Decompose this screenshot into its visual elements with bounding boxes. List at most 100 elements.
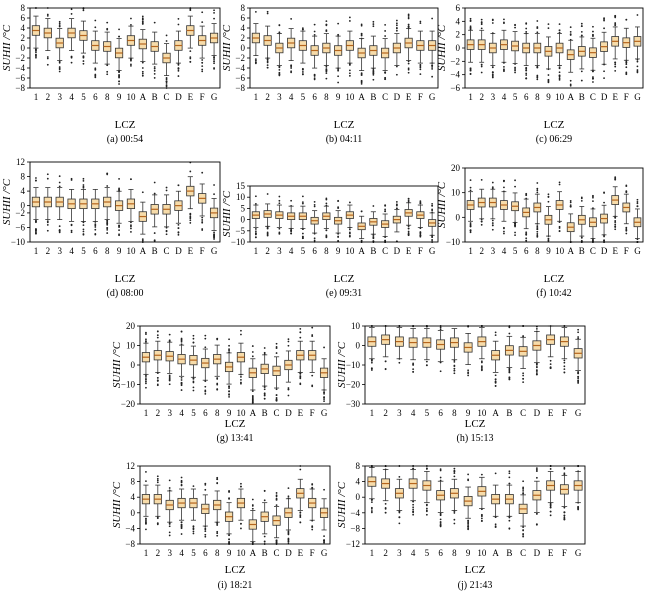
outlier-point <box>106 70 109 73</box>
outlier-point <box>348 72 351 75</box>
outlier-point <box>254 10 257 13</box>
box-1 <box>31 7 41 59</box>
outlier-point <box>254 228 257 230</box>
outlier-point <box>558 221 561 224</box>
outlier-point <box>580 200 583 202</box>
outlier-point <box>508 370 511 372</box>
outlier-point <box>425 504 428 507</box>
outlier-point <box>177 233 180 236</box>
box-10 <box>236 329 246 385</box>
y-tick-label: 8 <box>131 477 136 487</box>
outlier-point <box>536 20 539 22</box>
outlier-point <box>275 394 278 396</box>
outlier-point <box>180 377 183 379</box>
outlier-point <box>189 50 192 53</box>
outlier-point <box>580 22 583 25</box>
x-tick-label: 9 <box>117 92 122 102</box>
box-4 <box>287 199 296 235</box>
outlier-point <box>603 18 605 21</box>
outlier-point <box>525 231 528 234</box>
outlier-point <box>636 69 639 71</box>
outlier-point <box>508 527 511 530</box>
outlier-point <box>216 532 219 535</box>
x-tick-label: D <box>534 408 541 418</box>
outlier-point <box>192 526 195 528</box>
outlier-point <box>180 527 183 530</box>
outlier-point <box>372 235 375 238</box>
box-G <box>573 328 583 384</box>
outlier-point <box>469 231 472 234</box>
outlier-point <box>580 30 583 33</box>
outlier-point <box>82 186 85 189</box>
outlier-point <box>536 234 539 237</box>
outlier-point <box>94 68 97 71</box>
box-4 <box>67 177 76 234</box>
outlier-point <box>290 199 293 202</box>
outlier-point <box>299 327 302 330</box>
outlier-point <box>558 225 561 228</box>
x-tick-label: C <box>382 246 388 256</box>
y-tick-label: 15 <box>236 181 246 191</box>
outlier-point <box>118 234 120 237</box>
outlier-point <box>118 226 120 229</box>
outlier-point <box>522 487 525 490</box>
outlier-point <box>165 85 168 88</box>
x-tick-label: C <box>274 408 280 418</box>
outlier-point <box>192 528 195 531</box>
outlier-point <box>201 221 204 223</box>
outlier-point <box>636 14 639 16</box>
outlier-point <box>94 26 97 29</box>
outlier-point <box>453 469 456 472</box>
outlier-point <box>412 370 415 373</box>
outlier-point <box>522 486 525 489</box>
outlier-point <box>577 331 580 334</box>
outlier-point <box>287 495 290 498</box>
outlier-point <box>70 8 73 11</box>
x-tick-label: 2 <box>265 92 270 102</box>
outlier-point <box>480 64 483 66</box>
outlier-point <box>180 340 183 343</box>
x-tick-label: C <box>520 548 526 558</box>
outlier-point <box>580 34 583 37</box>
y-tick-label: −4 <box>15 63 25 73</box>
x-tick-label: 8 <box>452 408 457 418</box>
outlier-point <box>325 68 328 70</box>
outlier-point <box>563 511 566 514</box>
outlier-point <box>508 482 511 485</box>
outlier-point <box>275 342 278 345</box>
box-G <box>428 202 437 243</box>
outlier-point <box>165 40 168 42</box>
outlier-point <box>141 67 144 69</box>
outlier-point <box>480 368 483 370</box>
y-tick-label: 0 <box>456 43 461 53</box>
outlier-point <box>311 334 314 336</box>
x-tick-label: 4 <box>69 92 74 102</box>
outlier-point <box>514 71 516 74</box>
outlier-point <box>58 228 61 231</box>
x-tick-label: F <box>562 408 567 418</box>
outlier-point <box>266 227 269 230</box>
box-A <box>357 23 366 85</box>
outlier-point <box>278 31 281 34</box>
y-tick-label: 12 <box>126 461 135 471</box>
outlier-point <box>547 195 550 198</box>
outlier-point <box>558 31 561 34</box>
outlier-point <box>370 361 373 364</box>
outlier-point <box>46 13 49 16</box>
outlier-point <box>398 511 401 514</box>
outlier-point <box>370 501 373 504</box>
x-tick-label: 4 <box>179 548 184 558</box>
outlier-point <box>370 510 373 512</box>
outlier-point <box>177 227 180 230</box>
y-axis-label: SUHII /°C <box>436 24 448 71</box>
box-E <box>404 197 413 237</box>
outlier-point <box>592 76 594 78</box>
box-8 <box>103 21 112 76</box>
outlier-point <box>192 341 195 344</box>
outlier-point <box>563 514 566 517</box>
outlier-point <box>145 471 147 473</box>
outlier-point <box>204 482 207 485</box>
outlier-point <box>301 28 304 31</box>
box-8 <box>213 337 222 391</box>
